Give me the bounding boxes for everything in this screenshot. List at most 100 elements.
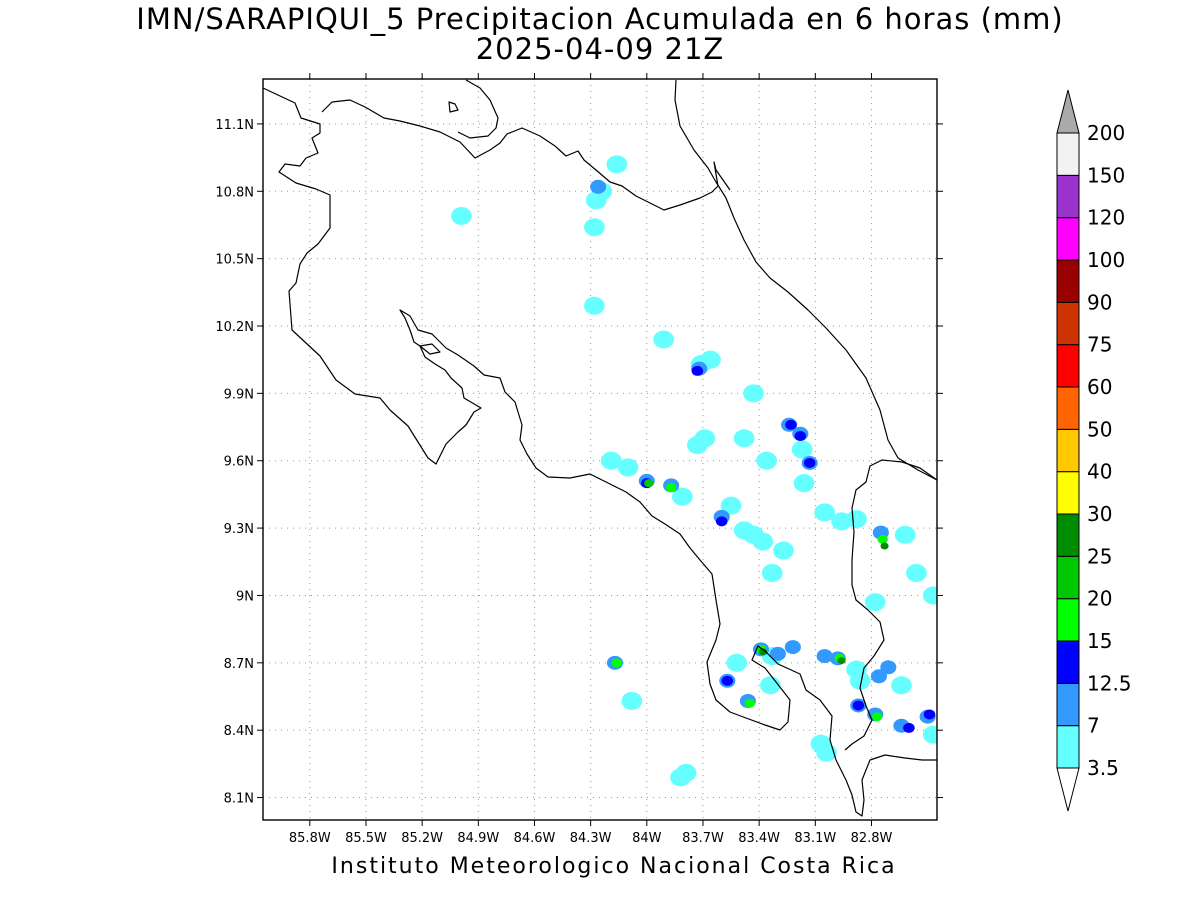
y-tick-label: 9.9N xyxy=(224,387,254,402)
x-tick-label: 84.9W xyxy=(457,831,499,846)
legend-color-box xyxy=(1056,640,1080,684)
precip-cell xyxy=(761,564,783,582)
legend-label: 25 xyxy=(1087,544,1112,568)
nicaragua-border xyxy=(321,99,731,211)
precip-cell xyxy=(877,534,888,544)
precip-cell xyxy=(721,675,734,686)
precip-cell xyxy=(744,698,755,708)
precip-cell xyxy=(665,483,677,493)
footer-credit: Instituto Meteorologico Nacional Costa R… xyxy=(331,854,897,879)
precip-cell xyxy=(715,516,728,527)
legend-color-box xyxy=(1056,471,1080,515)
x-tick-label: 84W xyxy=(632,831,662,846)
precip-cell xyxy=(691,365,704,376)
y-tick-label: 8.7N xyxy=(224,657,254,672)
precip-cell xyxy=(585,191,607,210)
legend-label: 20 xyxy=(1087,587,1112,611)
chira-island xyxy=(419,343,441,355)
precip-cell xyxy=(922,725,937,744)
precip-cell xyxy=(816,743,837,762)
precip-cell xyxy=(752,532,774,551)
legend-color-box xyxy=(1056,174,1080,219)
legend-under-triangle xyxy=(1056,767,1080,812)
legend-label: 100 xyxy=(1087,248,1125,272)
y-tick-label: 9.3N xyxy=(224,522,254,537)
legend-over-triangle xyxy=(1056,89,1080,134)
legend-color-box xyxy=(1056,344,1080,388)
precip-cell xyxy=(606,155,628,174)
y-tick-label: 8.4N xyxy=(224,724,254,739)
precip-cell xyxy=(621,691,643,710)
legend-color-box xyxy=(1056,386,1080,430)
map-frame xyxy=(262,78,938,821)
precip-cell xyxy=(733,429,755,448)
precip-cell xyxy=(880,542,889,550)
precip-cell xyxy=(870,669,888,684)
caribbean-coastline xyxy=(457,79,937,481)
precip-cell xyxy=(852,700,865,711)
precip-cell xyxy=(794,431,807,442)
x-tick-label: 85.5W xyxy=(345,831,387,846)
legend-label: 75 xyxy=(1087,333,1112,357)
legend-label: 50 xyxy=(1087,417,1112,441)
y-tick-label: 10.2N xyxy=(215,320,254,335)
precip-cell xyxy=(611,658,623,668)
lake-nicaragua-island xyxy=(448,101,459,113)
legend-label: 7 xyxy=(1087,714,1100,738)
precip-cell xyxy=(803,457,816,468)
precip-cell xyxy=(923,709,936,720)
legend-label: 200 xyxy=(1087,121,1125,145)
x-tick-label: 85.8W xyxy=(289,831,331,846)
legend-color-box xyxy=(1056,259,1080,303)
panama-border xyxy=(844,459,937,751)
legend-color-box xyxy=(1056,301,1080,346)
precip-cell xyxy=(846,510,867,529)
legend-label: 3.5 xyxy=(1087,756,1119,780)
chart-title: IMN/SARAPIQUI_5 Precipitacion Acumulada … xyxy=(136,2,1064,36)
x-tick-label: 83.7W xyxy=(682,831,724,846)
y-tick-label: 8.1N xyxy=(224,792,254,807)
precip-cell xyxy=(756,451,777,470)
precip-cell xyxy=(903,722,915,733)
precip-cell xyxy=(743,384,764,403)
precip-cell xyxy=(793,474,815,493)
precip-cell xyxy=(791,440,813,459)
precip-cell xyxy=(773,541,794,560)
precip-cell xyxy=(891,676,912,695)
legend-label: 12.5 xyxy=(1087,671,1132,695)
precip-cell xyxy=(785,419,797,430)
precip-cell xyxy=(769,646,786,661)
precip-cell xyxy=(720,496,742,515)
precip-cell xyxy=(816,649,833,664)
precip-cell xyxy=(590,179,607,194)
legend-color-box xyxy=(1056,682,1080,727)
coastline-borders xyxy=(263,79,937,817)
precip-cell xyxy=(687,436,708,455)
precip-cell xyxy=(653,330,675,349)
precip-cell xyxy=(784,640,801,655)
precip-cell xyxy=(871,712,883,722)
x-tick-label: 83.4W xyxy=(738,831,780,846)
precip-cell xyxy=(880,660,897,675)
y-tick-label: 11.1N xyxy=(215,118,254,133)
pacific-coastline-north xyxy=(263,87,937,817)
precip-cell xyxy=(837,657,846,665)
color-legend: 3.5 7 12.5 15 20 25 30 40 50 60 75 90 100 120 150 200 xyxy=(1056,89,1132,812)
legend-color-box xyxy=(1056,132,1080,176)
precip-cell xyxy=(670,768,691,787)
precip-cell xyxy=(451,206,472,225)
y-tick-label: 10.5N xyxy=(215,253,254,268)
legend-label: 120 xyxy=(1087,206,1125,230)
y-tick-label: 10.8N xyxy=(215,185,254,200)
x-axis-ticks: 85.8W 85.5W 85.2W 84.9W 84.6W 84.3W 84W 83.7W 83… xyxy=(289,73,893,846)
legend-color-box xyxy=(1056,598,1080,642)
chart-subtitle-date: 2025-04-09 21Z xyxy=(475,32,725,66)
x-tick-label: 85.2W xyxy=(401,831,443,846)
legend-color-box xyxy=(1056,217,1080,261)
precip-cell xyxy=(906,564,927,582)
legend-label: 15 xyxy=(1087,629,1112,653)
x-tick-label: 84.3W xyxy=(570,831,612,846)
precip-cell xyxy=(814,503,836,522)
precip-cell xyxy=(922,586,937,605)
